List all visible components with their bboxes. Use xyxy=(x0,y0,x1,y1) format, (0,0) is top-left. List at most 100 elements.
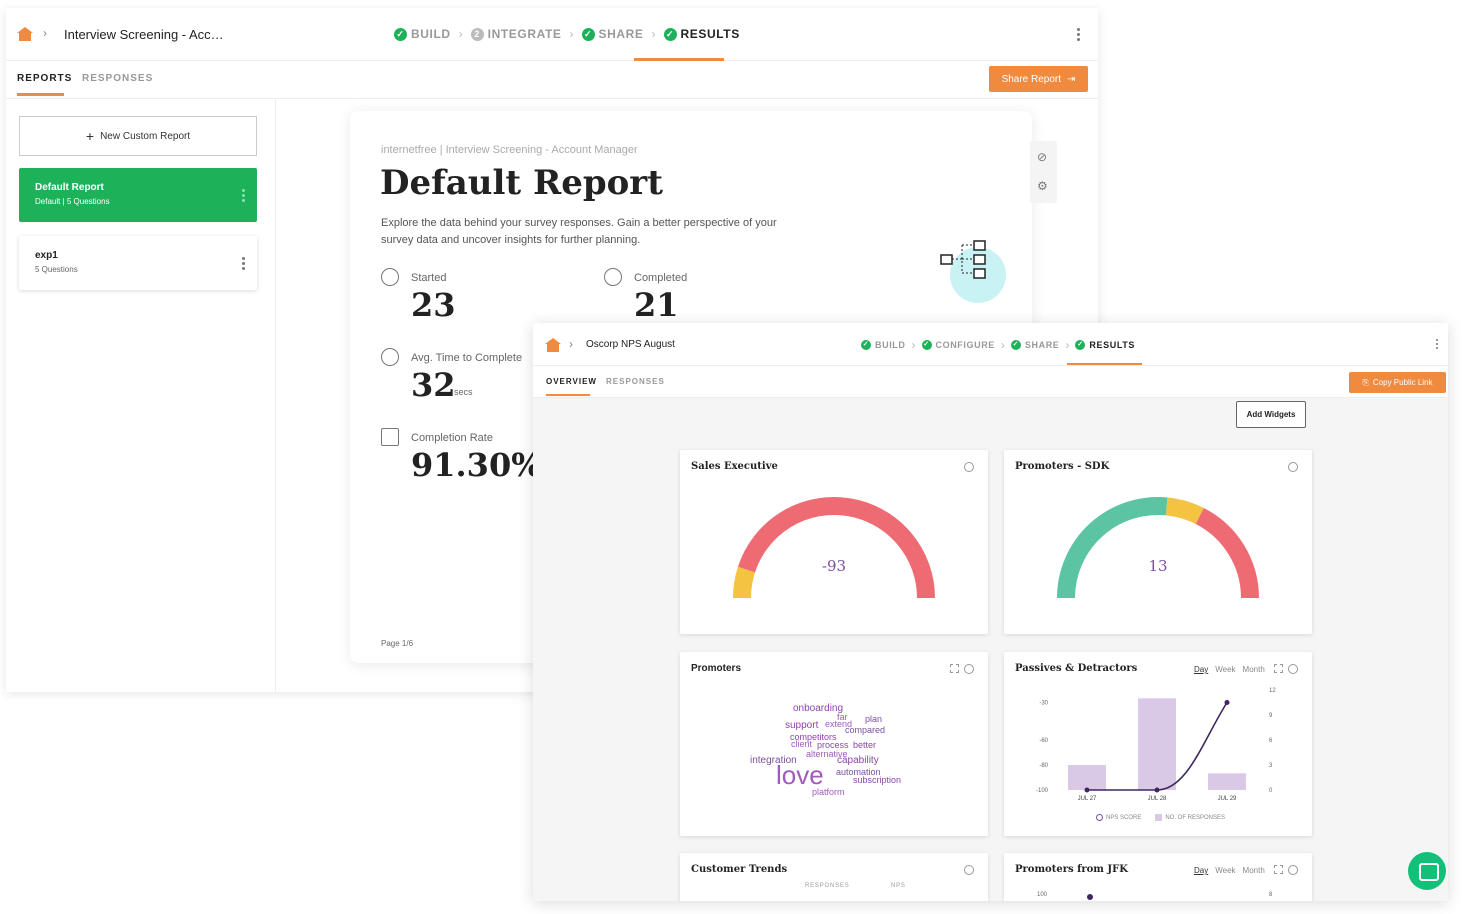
chevron-right-icon: › xyxy=(569,27,574,41)
gear-icon[interactable] xyxy=(964,462,974,472)
combo-chart: -30 -60 -80 -100 12 9 6 3 0 JUL 27 JUL 28 JUL 29 xyxy=(1036,688,1276,802)
word-cloud-word: platform xyxy=(812,787,845,797)
tab-responses[interactable]: RESPONSES xyxy=(606,377,665,386)
tick-label-right: 8 xyxy=(1269,892,1273,898)
period-month[interactable]: Month xyxy=(1242,665,1265,674)
gauge-segment xyxy=(1195,508,1259,599)
started-icon xyxy=(381,268,399,286)
breadcrumb[interactable]: Oscorp NPS August xyxy=(586,339,675,350)
add-widgets-button[interactable]: Add Widgets xyxy=(1236,401,1306,428)
completed-label: Completed xyxy=(634,272,688,284)
period-day[interactable]: Day xyxy=(1194,665,1209,674)
report-card-exp1[interactable]: exp1 5 Questions xyxy=(19,236,257,290)
word-cloud-word: capability xyxy=(837,755,879,766)
tab-reports[interactable]: REPORTS xyxy=(17,73,73,84)
gear-icon[interactable] xyxy=(964,865,974,875)
step-results[interactable]: ✓ RESULTS xyxy=(663,27,740,41)
back-subtabs: REPORTS RESPONSES Share Report ⇥ xyxy=(6,61,1098,99)
column-responses: RESPONSES xyxy=(805,883,850,889)
started-label: Started xyxy=(411,272,447,284)
step-configure[interactable]: ✓ CONFIGURE xyxy=(921,340,995,350)
period-month[interactable]: Month xyxy=(1242,866,1265,875)
more-icon[interactable] xyxy=(1077,28,1080,43)
word-cloud-word: far xyxy=(837,712,848,722)
chevron-right-icon: › xyxy=(458,27,463,41)
y-tick-right: 3 xyxy=(1269,763,1273,769)
clipboard-icon xyxy=(381,428,399,446)
chat-launcher-button[interactable] xyxy=(1408,852,1446,890)
chevron-right-icon: › xyxy=(911,338,916,352)
avg-time-unit: secs xyxy=(454,387,473,397)
completion-rate-value: 91.30% xyxy=(411,446,542,484)
gear-icon[interactable] xyxy=(964,664,974,674)
chevron-right-icon: › xyxy=(651,27,656,41)
breadcrumb[interactable]: Interview Screening - Acc… xyxy=(64,27,224,42)
active-step-indicator xyxy=(634,58,724,61)
word-cloud-word: alternative xyxy=(806,749,848,759)
chevron-right-icon: › xyxy=(569,337,573,351)
report-side-tools: ⊘ ⚙ xyxy=(1030,141,1057,203)
tab-overview[interactable]: OVERVIEW xyxy=(546,377,597,386)
share-icon: ⇥ xyxy=(1067,73,1076,85)
gauge-segment xyxy=(1057,497,1168,599)
gauge-value: 13 xyxy=(1148,557,1168,575)
gear-icon[interactable]: ⚙ xyxy=(1037,179,1048,193)
avg-time-label: Avg. Time to Complete xyxy=(411,352,523,364)
expand-icon[interactable] xyxy=(1274,664,1283,673)
step-results[interactable]: ✓ RESULTS xyxy=(1075,340,1135,350)
report-card-default[interactable]: Default Report Default | 5 Questions xyxy=(19,168,257,222)
column-nps: NPS xyxy=(891,883,906,889)
word-cloud-word: integration xyxy=(750,755,797,766)
step-share[interactable]: ✓ SHARE xyxy=(1010,340,1060,350)
step-number-icon: 2 xyxy=(470,27,484,41)
period-day[interactable]: Day xyxy=(1194,866,1209,875)
front-window: › Oscorp NPS August ✓ BUILD › ✓ CONFIGURE … xyxy=(533,323,1448,901)
y-tick-left: -80 xyxy=(1039,763,1048,769)
home-icon[interactable] xyxy=(545,338,561,352)
completed-value: 21 xyxy=(634,286,679,324)
home-icon[interactable] xyxy=(17,27,33,41)
report-breadcrumb: internetfree | Interview Screening - Acc… xyxy=(381,144,638,156)
step-integrate[interactable]: 2 INTEGRATE xyxy=(470,27,562,41)
widget-title: Customer Trends xyxy=(691,864,788,875)
copy-public-link-button[interactable]: ⎘ Copy Public Link xyxy=(1349,372,1446,393)
y-tick-left: -100 xyxy=(1036,788,1049,794)
check-icon: ✓ xyxy=(1010,340,1021,350)
step-nav: ✓ BUILD › 2 INTEGRATE › ✓ SHARE › ✓ RESULTS xyxy=(394,27,740,41)
more-icon[interactable] xyxy=(242,189,245,204)
gear-icon[interactable] xyxy=(1288,462,1298,472)
x-tick-label: JUL 27 xyxy=(1078,796,1097,802)
tick-label-left: 100 xyxy=(1037,892,1048,898)
share-report-button[interactable]: Share Report ⇥ xyxy=(989,66,1088,92)
legend-nps-score: NPS SCORE xyxy=(1096,814,1141,821)
y-tick-right: 6 xyxy=(1269,738,1273,744)
eye-off-icon[interactable]: ⊘ xyxy=(1037,150,1048,164)
word-cloud-word: compared xyxy=(845,725,886,735)
expand-icon[interactable] xyxy=(1274,865,1283,874)
bar xyxy=(1208,773,1246,790)
period-week[interactable]: Week xyxy=(1215,665,1236,674)
step-share[interactable]: ✓ SHARE xyxy=(581,27,644,41)
check-icon: ✓ xyxy=(921,340,932,350)
check-icon: ✓ xyxy=(1075,340,1086,350)
step-build[interactable]: ✓ BUILD xyxy=(394,27,451,41)
expand-icon[interactable] xyxy=(950,664,959,673)
page-indicator: Page 1/6 xyxy=(381,639,414,648)
word-cloud-word: subscription xyxy=(853,775,902,785)
more-icon[interactable] xyxy=(1436,339,1439,351)
chart-legend: NPS SCORE NO. OF RESPONSES xyxy=(1096,814,1225,821)
word-cloud-word: support xyxy=(785,720,819,731)
step-build[interactable]: ✓ BUILD xyxy=(861,340,906,350)
word-cloud: onboarding far plan support extend compared co… xyxy=(680,652,988,836)
widget-promoters: Promoters onboarding far plan support extend… xyxy=(680,652,988,836)
word-cloud-word: extend xyxy=(825,719,853,729)
active-step-indicator xyxy=(1067,363,1142,365)
tab-responses[interactable]: RESPONSES xyxy=(82,73,154,84)
more-icon[interactable] xyxy=(242,257,245,272)
period-week[interactable]: Week xyxy=(1215,866,1236,875)
new-custom-report-button[interactable]: + New Custom Report xyxy=(19,116,257,156)
gear-icon[interactable] xyxy=(1288,664,1298,674)
workflow-illustration-icon xyxy=(940,240,1006,303)
gear-icon[interactable] xyxy=(1288,865,1298,875)
